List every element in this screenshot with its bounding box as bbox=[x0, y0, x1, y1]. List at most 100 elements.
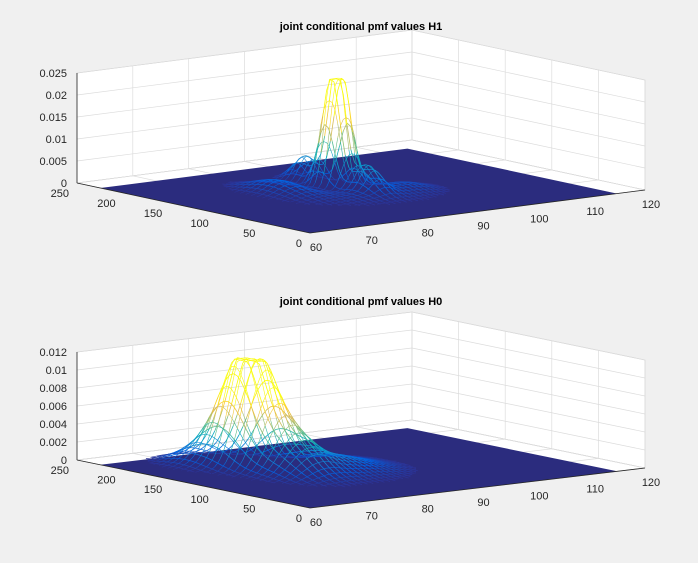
surface-mesh-line bbox=[298, 484, 302, 486]
surface-mesh-line bbox=[329, 203, 333, 205]
z-gridline bbox=[76, 311, 646, 361]
surface-mesh-line bbox=[332, 478, 336, 480]
surface-mesh-line bbox=[291, 473, 296, 477]
surface-mesh-line bbox=[169, 452, 174, 455]
surface-mesh-line bbox=[245, 473, 249, 476]
surface-mesh-line bbox=[156, 459, 160, 462]
surface-mesh-line bbox=[365, 177, 369, 182]
surface-mesh-line bbox=[264, 360, 269, 365]
surface-mesh-line bbox=[248, 181, 252, 184]
surface-mesh-line bbox=[290, 447, 294, 452]
surface-mesh-line bbox=[249, 366, 255, 378]
surface-mesh-line bbox=[234, 393, 238, 400]
surface-mesh-line bbox=[250, 361, 255, 370]
surface-mesh-line bbox=[231, 439, 235, 450]
surface-mesh-line bbox=[250, 453, 255, 460]
surface-mesh-line bbox=[200, 427, 204, 432]
surface-mesh-line bbox=[234, 422, 238, 429]
surface-mesh-line bbox=[351, 153, 355, 155]
surface-mesh-line bbox=[379, 199, 383, 201]
surface-mesh-line bbox=[192, 438, 196, 444]
surface-mesh-line bbox=[225, 383, 231, 398]
surface-mesh-line bbox=[242, 181, 246, 183]
surface-mesh-line bbox=[358, 195, 363, 198]
surface-mesh-line bbox=[242, 474, 246, 477]
surface-mesh-line bbox=[270, 462, 274, 467]
surface-mesh-line bbox=[211, 405, 216, 414]
surface-mesh-line bbox=[248, 361, 252, 371]
surface-mesh-line bbox=[175, 467, 179, 469]
surface-mesh-line bbox=[304, 458, 308, 461]
surface-mesh-line bbox=[317, 142, 322, 148]
surface-mesh-line bbox=[315, 200, 319, 202]
surface-mesh-line bbox=[326, 464, 331, 470]
surface-mesh-line bbox=[220, 428, 224, 440]
surface-mesh-line bbox=[396, 189, 400, 191]
surface-mesh-line bbox=[289, 443, 294, 449]
surface-mesh-line bbox=[362, 458, 366, 460]
surface-mesh-line bbox=[255, 462, 260, 466]
surface-mesh-line bbox=[324, 124, 329, 129]
surface-mesh-line bbox=[284, 405, 288, 410]
surface-mesh-line bbox=[340, 119, 344, 126]
surface-mesh-line bbox=[318, 450, 322, 452]
surface-mesh-line bbox=[359, 193, 364, 195]
surface-mesh-line bbox=[348, 189, 353, 191]
surface-mesh-line bbox=[369, 481, 374, 484]
surface-mesh-line bbox=[334, 453, 338, 456]
surface-mesh-line bbox=[334, 199, 338, 201]
surface-mesh-line bbox=[391, 474, 396, 477]
surface-mesh-line bbox=[234, 361, 238, 374]
surface-mesh-line bbox=[197, 430, 202, 436]
surface-mesh-line bbox=[214, 405, 218, 417]
surface-mesh-line bbox=[391, 185, 396, 190]
surface-mesh-line bbox=[359, 163, 364, 171]
surface-mesh-line bbox=[245, 193, 249, 195]
surface-mesh-line bbox=[178, 466, 182, 468]
surface-mesh-line bbox=[302, 437, 307, 440]
surface-mesh-line bbox=[290, 181, 294, 184]
surface-mesh-line bbox=[284, 177, 288, 181]
surface-mesh-line bbox=[203, 456, 208, 459]
surface-mesh-line bbox=[320, 465, 326, 471]
surface-mesh-line bbox=[217, 468, 221, 472]
surface-mesh-line bbox=[363, 468, 368, 472]
surface-mesh-line bbox=[203, 457, 207, 462]
surface-mesh-line bbox=[365, 175, 369, 181]
surface-mesh-line bbox=[206, 444, 210, 447]
surface-mesh-line bbox=[296, 162, 301, 164]
surface-mesh-line bbox=[309, 437, 313, 441]
surface-mesh-line bbox=[321, 485, 324, 487]
surface-mesh-line bbox=[242, 422, 247, 431]
surface-mesh-line bbox=[307, 200, 312, 203]
surface-mesh-line bbox=[150, 456, 154, 458]
surface-mesh-line bbox=[257, 448, 262, 454]
surface-mesh-line bbox=[413, 193, 419, 196]
surface-mesh-line bbox=[209, 444, 214, 447]
surface-mesh-line bbox=[295, 480, 299, 483]
surface-mesh-line bbox=[340, 459, 344, 461]
surface-mesh-line bbox=[352, 167, 357, 170]
surface-mesh-line bbox=[246, 407, 251, 419]
surface-mesh-line bbox=[374, 200, 377, 202]
surface-mesh-line bbox=[343, 79, 347, 87]
surface-mesh-line bbox=[320, 125, 325, 153]
surface-mesh-line bbox=[234, 185, 238, 188]
surface-mesh-line bbox=[289, 436, 294, 442]
surface-mesh-line bbox=[245, 477, 249, 480]
surface-mesh-line bbox=[312, 193, 316, 195]
surface-mesh-line bbox=[295, 158, 299, 164]
surface-mesh-line bbox=[195, 466, 199, 469]
surface-mesh-line bbox=[249, 447, 255, 451]
surface-mesh-line bbox=[301, 157, 305, 163]
surface-mesh-line bbox=[161, 462, 165, 465]
surface-mesh-line bbox=[315, 448, 319, 451]
surface-mesh-line bbox=[340, 190, 344, 193]
surface-mesh-line bbox=[295, 184, 299, 187]
surface-mesh-line bbox=[368, 194, 372, 196]
x-tick-label: 80 bbox=[422, 228, 434, 240]
surface-mesh-line bbox=[331, 141, 337, 158]
surface-mesh-line bbox=[323, 141, 327, 143]
surface-mesh-line bbox=[373, 180, 378, 184]
z-tick-label: 0.002 bbox=[39, 437, 67, 449]
